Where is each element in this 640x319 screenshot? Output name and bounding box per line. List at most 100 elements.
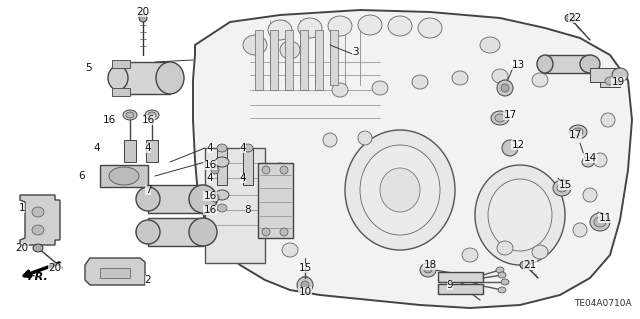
- Text: 3: 3: [352, 47, 358, 57]
- Bar: [285, 30, 293, 90]
- Ellipse shape: [217, 144, 227, 152]
- Ellipse shape: [590, 213, 610, 231]
- Bar: [146, 140, 158, 162]
- Text: 20: 20: [49, 263, 61, 273]
- Bar: [100, 268, 130, 278]
- Bar: [112, 60, 130, 68]
- Ellipse shape: [211, 166, 219, 174]
- Text: 7: 7: [145, 185, 151, 195]
- Ellipse shape: [498, 272, 506, 278]
- Ellipse shape: [612, 68, 628, 82]
- Ellipse shape: [280, 41, 300, 59]
- Bar: [545, 55, 590, 73]
- Text: 22: 22: [568, 13, 582, 23]
- Ellipse shape: [594, 217, 606, 227]
- Ellipse shape: [297, 277, 313, 293]
- Bar: [124, 140, 136, 162]
- Ellipse shape: [211, 194, 219, 202]
- Bar: [590, 68, 620, 82]
- Ellipse shape: [583, 188, 597, 202]
- Bar: [270, 30, 278, 90]
- Ellipse shape: [573, 128, 583, 136]
- Ellipse shape: [328, 16, 352, 36]
- Text: 4: 4: [240, 173, 246, 183]
- Ellipse shape: [418, 18, 442, 38]
- Text: 5: 5: [84, 63, 92, 73]
- Ellipse shape: [108, 66, 128, 90]
- Ellipse shape: [601, 113, 615, 127]
- Ellipse shape: [502, 140, 518, 156]
- Text: 20: 20: [136, 7, 150, 17]
- Text: 9: 9: [447, 280, 453, 290]
- Ellipse shape: [372, 81, 388, 95]
- Text: 19: 19: [611, 77, 625, 87]
- Ellipse shape: [215, 190, 229, 200]
- Ellipse shape: [272, 163, 288, 177]
- Text: 6: 6: [79, 171, 85, 181]
- Text: 1: 1: [19, 203, 26, 213]
- Ellipse shape: [243, 144, 253, 152]
- Bar: [243, 148, 253, 185]
- Bar: [600, 75, 620, 87]
- Text: 18: 18: [424, 260, 436, 270]
- Ellipse shape: [268, 20, 292, 40]
- Text: 4: 4: [207, 173, 213, 183]
- Ellipse shape: [262, 228, 270, 236]
- Text: 13: 13: [511, 60, 525, 70]
- Ellipse shape: [272, 203, 288, 217]
- Text: 21: 21: [524, 260, 536, 270]
- Ellipse shape: [217, 204, 227, 212]
- Ellipse shape: [323, 133, 337, 147]
- Ellipse shape: [520, 261, 530, 269]
- Ellipse shape: [139, 14, 147, 22]
- Bar: [112, 88, 130, 96]
- Ellipse shape: [420, 263, 436, 277]
- Bar: [438, 272, 483, 282]
- Text: 4: 4: [240, 143, 246, 153]
- Ellipse shape: [532, 245, 548, 259]
- Bar: [148, 185, 203, 213]
- Ellipse shape: [569, 125, 587, 139]
- Ellipse shape: [452, 71, 468, 85]
- Ellipse shape: [593, 153, 607, 167]
- Text: 16: 16: [204, 160, 216, 170]
- Text: 10: 10: [298, 287, 312, 297]
- Ellipse shape: [262, 166, 270, 174]
- Text: 16: 16: [204, 205, 216, 215]
- Text: 17: 17: [504, 110, 516, 120]
- Text: 4: 4: [93, 143, 100, 153]
- Text: 11: 11: [598, 213, 612, 223]
- Ellipse shape: [301, 281, 309, 289]
- Ellipse shape: [32, 207, 44, 217]
- Ellipse shape: [495, 114, 505, 122]
- Text: 4: 4: [207, 143, 213, 153]
- Ellipse shape: [565, 14, 575, 22]
- Bar: [255, 30, 263, 90]
- Polygon shape: [20, 195, 60, 245]
- Text: 16: 16: [141, 115, 155, 125]
- Text: 16: 16: [102, 115, 116, 125]
- Ellipse shape: [388, 16, 412, 36]
- Bar: [148, 218, 203, 246]
- Ellipse shape: [380, 168, 420, 212]
- Ellipse shape: [282, 243, 298, 257]
- Ellipse shape: [480, 37, 500, 53]
- Text: 14: 14: [584, 153, 596, 163]
- Ellipse shape: [189, 218, 217, 246]
- Polygon shape: [85, 258, 145, 285]
- Bar: [315, 30, 323, 90]
- Text: 17: 17: [568, 130, 582, 140]
- Ellipse shape: [553, 180, 571, 196]
- Bar: [330, 30, 338, 85]
- Ellipse shape: [298, 18, 322, 38]
- Ellipse shape: [148, 112, 156, 118]
- Text: 15: 15: [298, 263, 312, 273]
- Ellipse shape: [557, 184, 567, 192]
- Ellipse shape: [498, 287, 506, 293]
- Ellipse shape: [123, 110, 137, 120]
- Ellipse shape: [358, 15, 382, 35]
- Ellipse shape: [412, 75, 428, 89]
- Ellipse shape: [280, 228, 288, 236]
- Text: 2: 2: [145, 275, 151, 285]
- Bar: [300, 30, 308, 90]
